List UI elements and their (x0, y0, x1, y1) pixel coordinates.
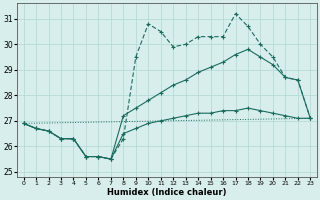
X-axis label: Humidex (Indice chaleur): Humidex (Indice chaleur) (107, 188, 227, 197)
